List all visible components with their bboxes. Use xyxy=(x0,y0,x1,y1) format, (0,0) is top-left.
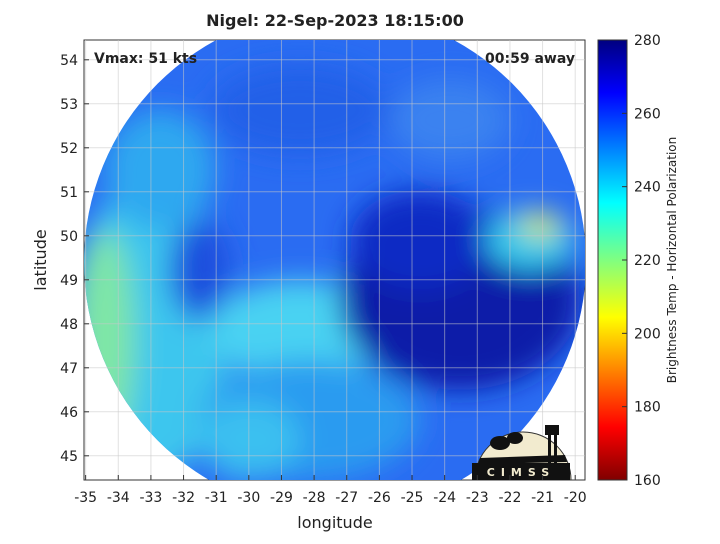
colorbar-tick-label: 220 xyxy=(634,253,661,269)
x-tick-label: -30 xyxy=(237,490,260,506)
x-tick-label: -22 xyxy=(498,490,521,506)
x-tick-label: -31 xyxy=(205,490,228,506)
x-tick-label: -21 xyxy=(531,490,554,506)
colorbar-tick-label: 260 xyxy=(634,106,661,122)
colorbar-tick-label: 200 xyxy=(634,326,661,342)
vmax-annotation: Vmax: 51 kts xyxy=(94,51,197,67)
time-annotation: 00:59 away xyxy=(485,51,575,67)
y-tick-label: 53 xyxy=(60,97,78,113)
x-tick-label: -20 xyxy=(564,490,587,506)
x-tick-label: -32 xyxy=(172,490,195,506)
satellite-image xyxy=(84,40,585,480)
y-axis-label: latitude xyxy=(31,229,50,290)
x-tick-label: -35 xyxy=(74,490,97,506)
y-tick-label: 49 xyxy=(60,273,78,289)
y-tick-label: 47 xyxy=(60,361,78,377)
colorbar-tick-label: 280 xyxy=(634,33,661,49)
colorbar-tick-label: 240 xyxy=(634,180,661,196)
x-tick-label: -24 xyxy=(433,490,456,506)
x-tick-label: -34 xyxy=(107,490,130,506)
colorbar-label: Brightness Temp - Horizontal Polarizatio… xyxy=(665,137,679,384)
logo: CIMSS xyxy=(472,425,572,481)
x-tick-label: -28 xyxy=(303,490,326,506)
x-tick-label: -29 xyxy=(270,490,293,506)
y-tick-label: 48 xyxy=(60,317,78,333)
x-tick-label: -23 xyxy=(466,490,489,506)
logo-text: CIMSS xyxy=(487,466,555,479)
chart-title: Nigel: 22-Sep-2023 18:15:00 xyxy=(206,11,464,30)
x-tick-label: -26 xyxy=(368,490,391,506)
x-axis-label: longitude xyxy=(297,513,372,532)
y-tick-label: 51 xyxy=(60,185,78,201)
colorbar-tick-label: 160 xyxy=(634,473,661,489)
y-tick-label: 52 xyxy=(60,141,78,157)
x-tick-label: -25 xyxy=(401,490,424,506)
x-tick-label: -27 xyxy=(335,490,358,506)
y-tick-label: 46 xyxy=(60,405,78,421)
grid xyxy=(84,40,585,480)
y-tick-label: 45 xyxy=(60,449,78,465)
colorbar-tick-label: 180 xyxy=(634,400,661,416)
y-tick-label: 50 xyxy=(60,229,78,245)
x-tick-label: -33 xyxy=(139,490,162,506)
y-tick-label: 54 xyxy=(60,53,78,69)
